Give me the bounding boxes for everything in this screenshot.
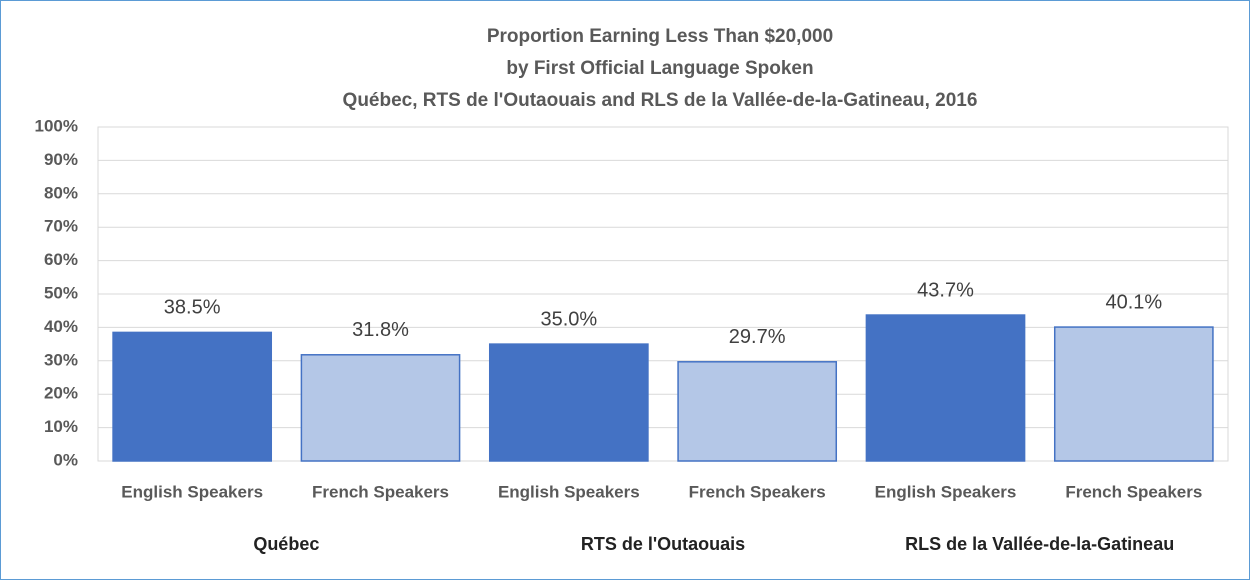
y-tick-label: 100% <box>35 116 78 135</box>
y-tick-label: 50% <box>44 283 78 302</box>
value-label: 40.1% <box>1105 291 1162 313</box>
value-label: 35.0% <box>540 308 597 330</box>
bar <box>1053 326 1214 462</box>
y-tick-label: 60% <box>44 250 78 269</box>
chart-title: Proportion Earning Less Than $20,000 <box>487 26 833 47</box>
value-label: 29.7% <box>729 326 786 348</box>
y-tick-label: 90% <box>44 150 78 169</box>
group-label: RTS de l'Outaouais <box>580 534 746 554</box>
group-label: RLS de la Vallée-de-la-Gatineau <box>905 534 1175 554</box>
x-tick-label: English Speakers <box>875 482 1017 501</box>
bar <box>677 361 838 462</box>
value-label: 31.8% <box>352 319 409 341</box>
x-tick-label: French Speakers <box>312 482 449 501</box>
x-tick-label: French Speakers <box>1065 482 1202 501</box>
bar <box>112 331 273 462</box>
bar <box>865 314 1026 462</box>
value-label: 43.7% <box>917 279 974 301</box>
y-tick-label: 80% <box>44 183 78 202</box>
bar <box>300 354 461 462</box>
value-label: 38.5% <box>164 297 221 319</box>
y-tick-label: 30% <box>44 350 78 369</box>
y-tick-label: 40% <box>44 317 78 336</box>
x-tick-label: English Speakers <box>498 482 640 501</box>
y-tick-label: 70% <box>44 217 78 236</box>
group-label: Québec <box>253 534 320 554</box>
y-tick-label: 20% <box>44 384 78 403</box>
chart-title: by First Official Language Spoken <box>506 58 813 79</box>
x-tick-label: English Speakers <box>121 482 263 501</box>
y-tick-label: 10% <box>44 417 78 436</box>
chart-title: Québec, RTS de l'Outaouais and RLS de la… <box>343 90 978 111</box>
bar <box>488 343 649 462</box>
x-tick-label: French Speakers <box>689 482 826 501</box>
y-tick-label: 0% <box>53 450 78 469</box>
